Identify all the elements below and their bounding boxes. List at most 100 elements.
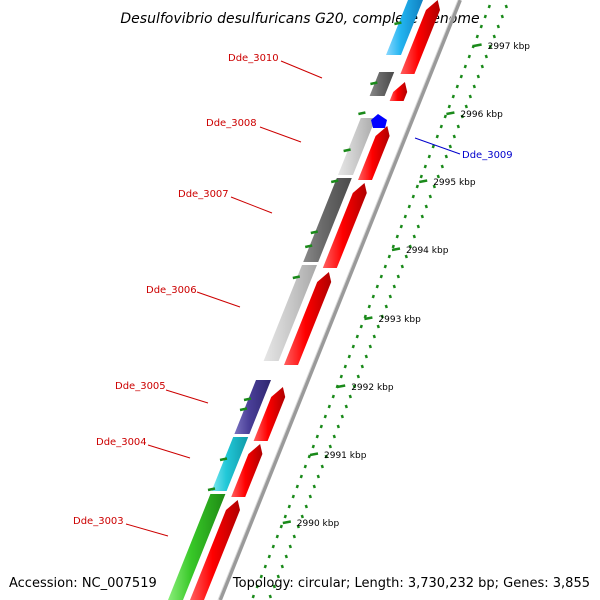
backbone-highlight <box>217 0 459 600</box>
minor-tick <box>416 224 420 229</box>
minor-tick <box>412 234 416 239</box>
minor-tick <box>444 154 448 159</box>
minor-tick <box>484 54 488 59</box>
minor-tick <box>432 184 436 189</box>
minor-tick <box>404 254 408 259</box>
cds-arrow-forward <box>400 0 440 74</box>
cog-block-lightgrey <box>338 118 376 175</box>
minor-tick <box>328 444 332 449</box>
cds-arrow-forward <box>190 500 240 600</box>
minor-tick <box>288 544 292 549</box>
minor-tick <box>476 74 480 79</box>
minor-tick <box>480 64 484 69</box>
outer-tick-track: 2990 kbp 2991 kbp 2992 kbp 2993 kbp 2994 kbp… <box>251 4 530 599</box>
minor-tick <box>327 404 331 409</box>
minor-tick <box>443 114 447 119</box>
minor-tick <box>355 334 359 339</box>
minor-tick <box>504 4 508 9</box>
minor-tick <box>464 104 468 109</box>
cog-tick <box>304 244 313 249</box>
minor-tick <box>255 584 259 589</box>
major-tick <box>473 43 482 48</box>
minor-tick <box>424 204 428 209</box>
minor-tick <box>456 124 460 129</box>
backbone <box>217 0 462 600</box>
minor-tick <box>323 414 327 419</box>
cds-arrow-forward <box>231 444 263 497</box>
gene-leader-line <box>125 523 169 537</box>
minor-tick <box>363 314 367 319</box>
inner-tick-track <box>207 4 508 599</box>
gene-label-layer: Dde_3010 Dde_3009 Dde_3008 Dde_3007 Dde_3006… <box>73 53 513 537</box>
minor-tick <box>375 284 379 289</box>
minor-tick <box>427 154 431 159</box>
minor-tick <box>251 594 255 599</box>
minor-tick <box>372 334 376 339</box>
minor-tick <box>396 274 400 279</box>
minor-tick <box>275 534 279 539</box>
minor-tick <box>384 304 388 309</box>
gene-label: Dde_3008 <box>206 118 257 129</box>
gene-label: Dde_3006 <box>146 285 197 296</box>
minor-tick <box>339 374 343 379</box>
minor-tick <box>440 164 444 169</box>
minor-tick <box>360 364 364 369</box>
minor-tick <box>311 444 315 449</box>
cds-track <box>190 0 440 600</box>
cog-tick <box>207 487 216 492</box>
minor-tick <box>475 34 479 39</box>
minor-tick <box>343 364 347 369</box>
minor-tick <box>451 94 455 99</box>
cog-block-sky <box>386 0 423 55</box>
cds-arrow-forward <box>284 272 332 365</box>
minor-tick <box>263 564 267 569</box>
minor-tick <box>448 144 452 149</box>
minor-tick <box>344 404 348 409</box>
minor-tick <box>340 414 344 419</box>
minor-tick <box>352 384 356 389</box>
minor-tick <box>268 594 272 599</box>
minor-tick <box>468 94 472 99</box>
minor-tick <box>307 454 311 459</box>
minor-tick <box>479 24 483 29</box>
cog-tick <box>358 111 366 116</box>
cog-block-green <box>168 494 226 600</box>
minor-tick <box>500 14 504 19</box>
minor-tick <box>283 514 287 519</box>
minor-tick <box>295 484 299 489</box>
gene-label: Dde_3010 <box>228 53 279 64</box>
tick-label: 2996 kbp <box>460 110 503 120</box>
minor-tick <box>415 184 419 189</box>
minor-tick <box>332 434 336 439</box>
minor-tick <box>455 84 459 89</box>
minor-tick <box>351 344 355 349</box>
minor-tick <box>371 294 375 299</box>
cds-arrow-forward <box>358 126 390 180</box>
cog-tick <box>343 148 351 153</box>
minor-tick <box>347 354 351 359</box>
minor-tick <box>267 554 271 559</box>
tick-label: 2992 kbp <box>351 383 394 393</box>
minor-tick <box>452 134 456 139</box>
minor-tick <box>395 234 399 239</box>
minor-tick <box>336 424 340 429</box>
minor-tick <box>423 164 427 169</box>
gene-leader-line <box>259 126 302 143</box>
major-tick <box>336 384 346 389</box>
minor-tick <box>408 244 412 249</box>
minor-tick <box>403 214 407 219</box>
minor-tick <box>272 584 276 589</box>
cog-tick <box>292 275 301 280</box>
cog-tick <box>219 457 228 462</box>
gene-leader-line <box>147 444 191 459</box>
minor-tick <box>331 394 335 399</box>
tick-label: 2995 kbp <box>433 178 476 188</box>
cog-tick <box>330 179 339 184</box>
minor-tick <box>379 274 383 279</box>
topology-text: Topology: circular; Length: 3,730,232 bp… <box>232 576 590 591</box>
minor-tick <box>259 574 263 579</box>
minor-tick <box>496 24 500 29</box>
minor-tick <box>387 254 391 259</box>
minor-tick <box>431 144 435 149</box>
